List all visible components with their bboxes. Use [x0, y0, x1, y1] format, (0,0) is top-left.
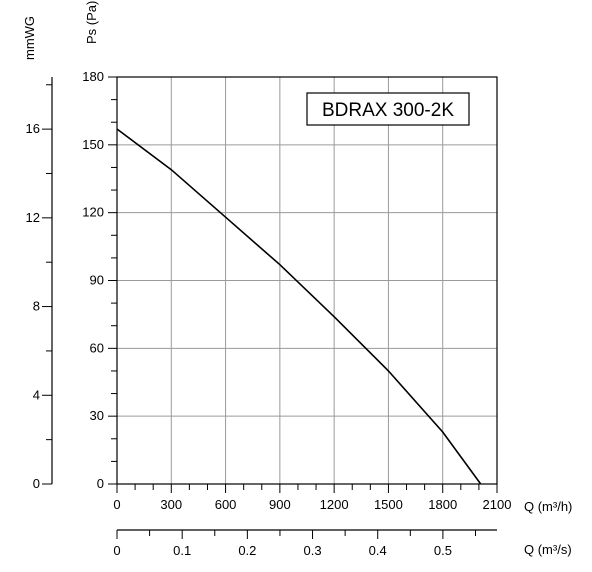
y-tick-label: 180	[82, 69, 104, 84]
model-badge-frame	[306, 92, 470, 126]
y-tick-label: 120	[82, 205, 104, 220]
x-tick-label: 0	[113, 497, 120, 512]
x-tick-labels: 0 300 600 900 1200 1500 1800 2100	[113, 497, 511, 512]
x-tick-label: 1200	[320, 497, 349, 512]
minor-ticks	[108, 76, 498, 493]
y-tick-labels: 0 30 60 90 120 150 180	[82, 69, 104, 491]
x-tick-label: 1500	[374, 497, 403, 512]
mmwg-tick-label: 12	[26, 210, 40, 225]
y-tick-label: 30	[90, 408, 104, 423]
m3s-tick-label: 0.2	[238, 543, 256, 558]
x-tick-label: 1800	[428, 497, 457, 512]
x-tick-label: 900	[269, 497, 291, 512]
m3s-tick-label: 0.5	[434, 543, 452, 558]
y-axis-title-mmwg: mmWG	[22, 16, 37, 60]
mmwg-tick-label: 8	[33, 299, 40, 314]
x-tick-label: 2100	[483, 497, 512, 512]
y-tick-label: 150	[82, 137, 104, 152]
mmwg-tick-label: 16	[26, 121, 40, 136]
x-tick-label: 600	[215, 497, 237, 512]
m3s-tick-label: 0.1	[173, 543, 191, 558]
mmwg-axis: 0 4 8 12 16	[26, 77, 53, 491]
x-axis-title-m3h: Q (m³/h)	[524, 499, 572, 514]
y-tick-label: 90	[90, 273, 104, 288]
flow-m3s-axis: 0 0.1 0.2 0.3 0.4 0.5	[113, 529, 497, 558]
x-tick-label: 300	[160, 497, 182, 512]
pressure-curve	[116, 128, 482, 485]
y-axis-title-pa: Ps (Pa)	[84, 1, 99, 44]
x-axis-title-m3s: Q (m³/s)	[524, 542, 572, 557]
model-badge-text: BDRAX 300-2K	[322, 100, 454, 121]
y-tick-label: 60	[90, 340, 104, 355]
grid	[116, 76, 498, 485]
mmwg-tick-label: 0	[33, 476, 40, 491]
mmwg-tick-label: 4	[33, 387, 40, 402]
m3s-tick-label: 0.3	[304, 543, 322, 558]
model-badge: BDRAX 300-2K	[306, 92, 470, 126]
m3s-tick-label: 0.4	[369, 543, 387, 558]
y-tick-label: 0	[97, 476, 104, 491]
m3s-tick-label: 0	[113, 543, 120, 558]
